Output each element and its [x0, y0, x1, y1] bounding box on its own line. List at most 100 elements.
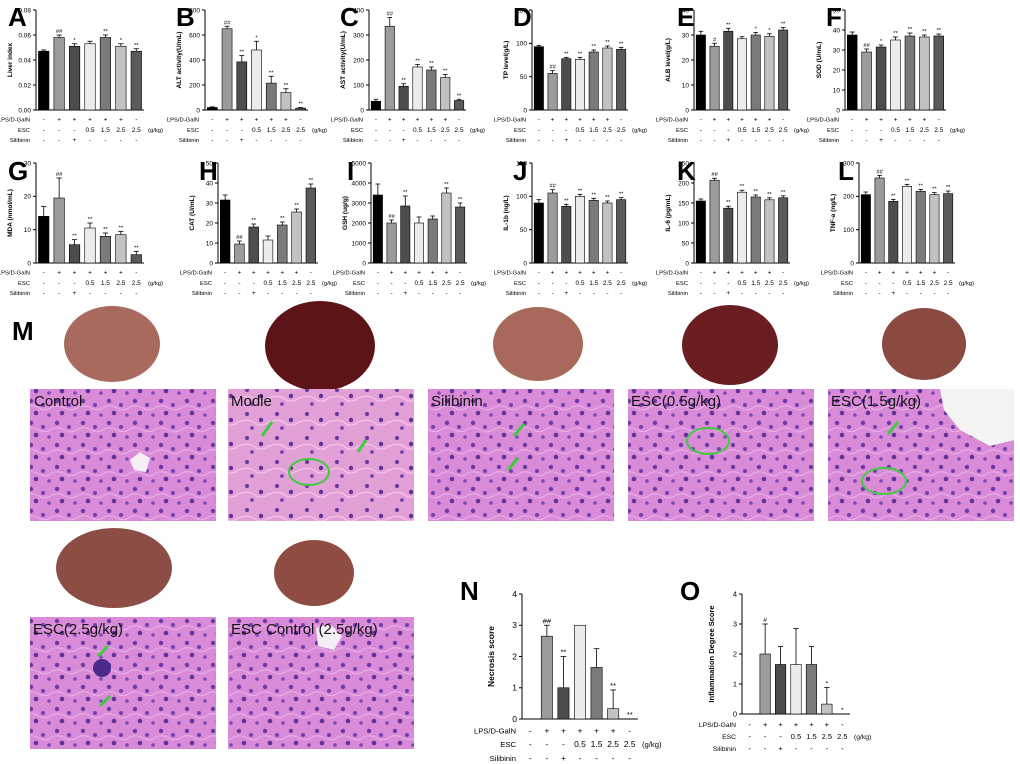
y-tick-label: 150 [516, 160, 527, 167]
histology-modle [228, 389, 414, 521]
condition-value: + [740, 269, 744, 276]
condition-value: - [538, 280, 540, 287]
condition-label: Silibinin [345, 291, 365, 297]
bar [533, 202, 544, 264]
condition-value: - [58, 137, 60, 144]
condition-value: - [211, 127, 213, 134]
condition-value: - [43, 116, 45, 123]
condition-value: - [300, 116, 302, 123]
condition-value: + [754, 269, 758, 276]
condition-value: + [402, 116, 406, 123]
condition-label: ESC [676, 281, 688, 287]
significance-mark: ** [726, 22, 731, 28]
condition-value: - [947, 290, 949, 297]
condition-value: - [880, 127, 882, 134]
condition-value: - [459, 269, 461, 276]
condition-value: - [310, 269, 312, 276]
y-tick-label: 1000 [352, 240, 367, 247]
bar [778, 197, 789, 264]
bar [115, 234, 127, 264]
bar [575, 196, 585, 264]
condition-value: - [938, 137, 940, 144]
bar [561, 206, 572, 264]
y-tick-label: 0.08 [18, 7, 31, 14]
condition-value: + [894, 116, 898, 123]
y-axis-label: Necrosis score [486, 626, 496, 687]
significance-mark: ** [429, 61, 434, 67]
significance-mark: * [841, 707, 844, 714]
condition-label: ESC [514, 128, 526, 134]
condition-value: - [713, 290, 715, 297]
condition-label: ESC [18, 281, 30, 287]
significance-mark: ## [549, 65, 556, 71]
y-tick-label: 3000 [352, 200, 367, 207]
condition-value: - [538, 137, 540, 144]
liver-photo-esc-0-5 [682, 305, 778, 385]
bar [737, 38, 747, 111]
significance-mark: ## [711, 172, 718, 178]
bar [602, 47, 613, 111]
condition-value: + [252, 290, 256, 297]
y-axis-label: Liver index [7, 42, 14, 77]
condition-label: Silibinin [668, 138, 688, 144]
y-tick-label: 20 [682, 57, 690, 64]
bar [547, 73, 558, 111]
condition-value: 1.5 [589, 127, 598, 134]
histology-label: Modle [231, 393, 272, 410]
condition-value: - [418, 290, 420, 297]
condition-value: - [851, 137, 853, 144]
condition-value: 2.5 [281, 127, 290, 134]
condition-unit: (g/kg) [632, 128, 647, 134]
condition-value: + [431, 269, 435, 276]
bar [295, 107, 306, 111]
condition-value: 2.5 [296, 127, 305, 134]
condition-value: + [73, 290, 77, 297]
condition-value: - [120, 137, 122, 144]
condition-value: - [779, 732, 782, 741]
condition-value: + [713, 116, 717, 123]
condition-value: 2.5 [779, 127, 788, 134]
significance-mark: ** [443, 69, 448, 75]
significance-mark: ** [753, 189, 758, 195]
inflammatory-focus [93, 659, 111, 677]
significance-mark: ** [937, 28, 942, 34]
condition-value: 2.5 [442, 280, 451, 287]
condition-value: - [285, 137, 287, 144]
condition-value: - [909, 137, 911, 144]
significance-mark: * [255, 35, 258, 41]
y-tick-label: 150 [516, 7, 527, 14]
condition-value: - [58, 127, 60, 134]
condition-value: - [826, 744, 829, 753]
condition-value: 0.5 [263, 280, 272, 287]
bar [455, 206, 466, 264]
condition-value: + [119, 116, 123, 123]
condition-value: - [755, 290, 757, 297]
y-axis-label: MDA (nmol/mL) [7, 189, 14, 237]
condition-value: 0.5 [85, 127, 94, 134]
histology-label: ESC Control (2.5g/kg) [231, 621, 378, 638]
y-axis-label: TNF-a (ng/L) [830, 194, 837, 232]
y-tick-label: 0.00 [18, 107, 31, 114]
condition-value: - [270, 137, 272, 144]
bar [805, 664, 817, 715]
y-axis-label: AST activity(U/mL) [340, 31, 347, 89]
condition-value: + [809, 720, 814, 729]
bar [875, 46, 887, 111]
significance-mark: ## [387, 12, 394, 18]
y-tick-label: 4000 [352, 180, 367, 187]
condition-value: + [402, 137, 406, 144]
condition-value: - [700, 269, 702, 276]
condition-value: - [224, 290, 226, 297]
significance-mark: * [880, 39, 883, 45]
condition-value: 2.5 [116, 280, 125, 287]
bar [588, 200, 599, 264]
significance-mark: ** [444, 182, 449, 188]
condition-label: ESC [18, 128, 30, 134]
panel-letter: O [680, 576, 700, 606]
y-tick-label: 0 [850, 260, 854, 267]
significance-mark: * [768, 28, 771, 34]
bar [890, 39, 901, 111]
condition-value: - [865, 280, 867, 287]
bar [607, 708, 620, 720]
